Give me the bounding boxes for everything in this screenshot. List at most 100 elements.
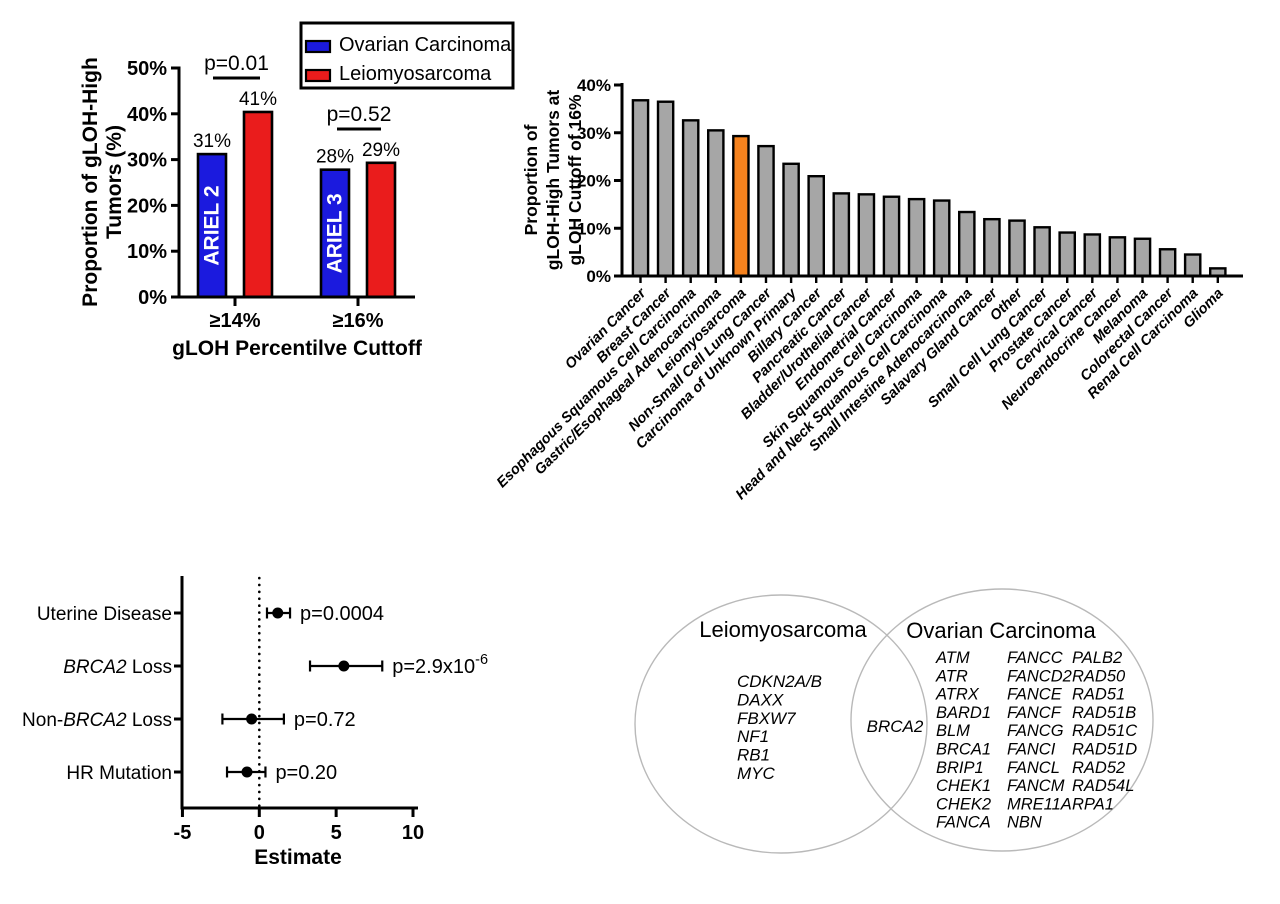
gene-label: MRE11A: [1007, 795, 1072, 813]
y-tick-label: 20%: [577, 172, 611, 191]
y-tick-label: 50%: [127, 58, 167, 80]
y-tick-label: 10%: [577, 219, 611, 238]
x-tick-label: 10: [402, 822, 424, 844]
gene-label: RB1: [737, 746, 770, 765]
y-tick-label: 10%: [127, 241, 167, 263]
estimate-point: [246, 713, 258, 725]
in-bar-label: ARIEL 3: [324, 193, 347, 273]
estimate-point: [272, 607, 284, 619]
p-value-main: p=0.0004: [300, 603, 384, 625]
gene-label: FBXW7: [737, 709, 796, 728]
in-bar-label: ARIEL 2: [201, 185, 224, 265]
bar: [707, 129, 725, 278]
bar: [1183, 253, 1202, 278]
venn-title-left: Leiomyosarcoma: [699, 617, 867, 642]
legend-swatch-leiomyosarcoma: [304, 68, 332, 83]
legend-label: Leiomyosarcoma: [339, 63, 492, 85]
bar: [832, 192, 851, 278]
gene-label: FANCF: [1007, 704, 1062, 722]
venn-title-right: Ovarian Carcinoma: [906, 618, 1096, 643]
gene-label: BARD1: [936, 704, 991, 722]
row-label: BRCA2 Loss: [63, 657, 172, 678]
bar-leiomyosarcoma: [242, 110, 274, 299]
x-axis-title: Estimate: [254, 846, 342, 869]
bar: [757, 144, 775, 278]
p-value-main: p=2.9x10: [392, 656, 475, 678]
gene-label: FANCC: [1007, 649, 1063, 667]
p-value-label: p=0.20: [275, 762, 337, 784]
venn-circle-leiomyosarcoma: [634, 594, 928, 854]
gene-label: ATM: [935, 649, 970, 667]
bar-value-label: 41%: [239, 89, 277, 110]
bar: [882, 195, 901, 278]
x-tick-label: 0: [254, 822, 265, 844]
x-tick-label: -5: [174, 822, 192, 844]
row-label-part: BRCA2: [63, 710, 127, 731]
y-axis-title: Proportion of: [521, 124, 541, 235]
gene-label: ATRX: [935, 686, 980, 704]
venn-circle-ovarian-carcinoma: [850, 588, 1154, 852]
bar: [807, 175, 825, 278]
bar-leiomyosarcoma: [365, 161, 397, 299]
bar: [932, 199, 951, 278]
p-value-main: p=0.20: [275, 762, 337, 784]
row-label-part: Loss: [127, 710, 172, 731]
gene-label: NF1: [737, 727, 769, 746]
gene-label: BLM: [936, 722, 970, 740]
gene-label: BRIP1: [936, 759, 984, 777]
bar: [1008, 219, 1026, 278]
legend-swatch-ovarian-carcinoma: [304, 39, 332, 54]
bar: [656, 100, 675, 278]
x-tick-label: ≥14%: [209, 310, 260, 332]
x-tick-label: ≥16%: [332, 310, 383, 332]
gene-label: RPA1: [1072, 795, 1114, 813]
gene-label-intersection: BRCA2: [867, 717, 924, 736]
panel-a-ariel-bar-chart: 31% ARIEL 2 28% ARIEL 3 41% 29% 0% 10% 20% 30% 40%…: [79, 21, 515, 360]
bar: [1058, 231, 1076, 278]
gene-label: RAD52: [1072, 759, 1125, 777]
gene-label: FANCA: [936, 814, 991, 832]
p-value-label: p=0.52: [327, 103, 392, 126]
gene-label: RAD50: [1072, 667, 1126, 685]
estimate-point: [241, 766, 253, 778]
row-label: Uterine Disease: [37, 604, 172, 625]
bar: [681, 119, 700, 278]
gene-label: CHEK2: [936, 795, 991, 813]
bar: [1158, 248, 1177, 278]
p-value-main: p=0.72: [294, 709, 356, 731]
gene-label: FANCM: [1007, 777, 1065, 795]
gene-label: CDKN2A/B: [737, 672, 822, 691]
estimate-point: [338, 660, 350, 672]
row-label-part: HR Mutation: [66, 763, 172, 784]
gene-label: BRCA1: [936, 741, 991, 759]
bar: [983, 217, 1001, 278]
bar: [631, 99, 650, 278]
p-value-superscript: -6: [475, 652, 488, 668]
row-label-part: Uterine Disease: [37, 604, 172, 625]
p-value-label: p=0.72: [294, 709, 356, 731]
bar: [907, 197, 926, 278]
bar-value-label: 28%: [316, 147, 354, 168]
x-axis-title: gLOH Percentilve Cuttoff: [172, 337, 423, 360]
gene-label: FANCE: [1007, 686, 1063, 704]
panel-d-venn-diagram: Leiomyosarcoma Ovarian Carcinoma CDKN2A/BD…: [634, 588, 1154, 854]
gene-label: DAXX: [737, 690, 784, 709]
bar: [1108, 236, 1127, 278]
y-tick-label: 30%: [127, 150, 167, 172]
panel-c-forest-plot: Uterine Disease p=0.0004 BRCA2 Loss p=2.9x1…: [22, 576, 488, 869]
bar: [1033, 226, 1051, 278]
bar: [782, 162, 800, 278]
y-tick-label: 0%: [138, 287, 167, 309]
bar: [1133, 237, 1152, 278]
gene-label: CHEK1: [936, 777, 991, 795]
bar-value-label: 29%: [362, 140, 400, 161]
row-label: HR Mutation: [66, 763, 172, 784]
x-tick-label: 5: [331, 822, 342, 844]
gene-label: FANCD2: [1007, 667, 1072, 685]
gene-label: NBN: [1007, 814, 1042, 832]
row-label-part: Loss: [127, 657, 172, 678]
y-axis-title: Tumors (%): [103, 125, 126, 239]
bar: [1083, 233, 1102, 278]
